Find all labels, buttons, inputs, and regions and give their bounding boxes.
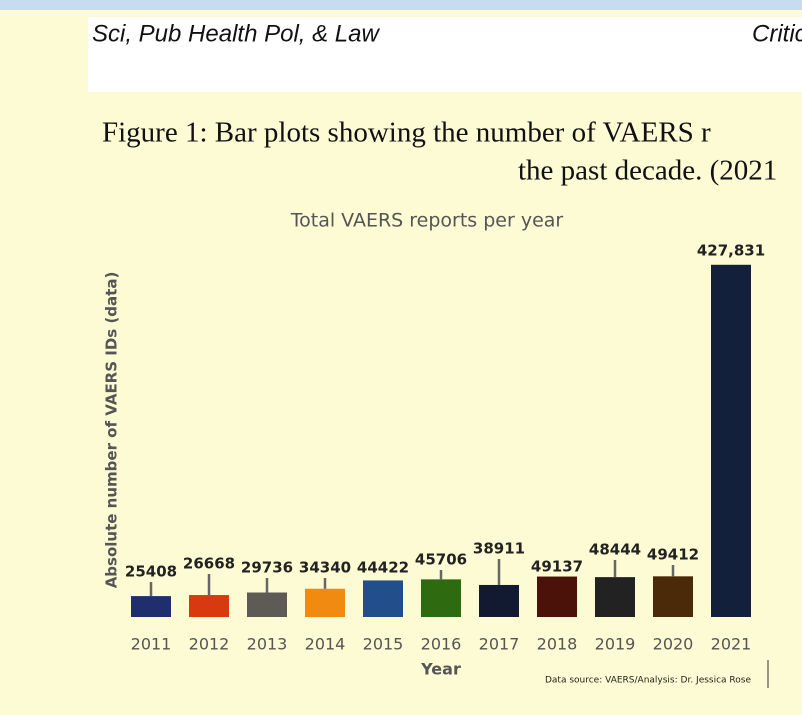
data-label: 29736 bbox=[241, 559, 293, 577]
data-label: 49412 bbox=[647, 546, 699, 564]
x-tick-label: 2019 bbox=[595, 635, 636, 654]
bar bbox=[653, 576, 693, 617]
top-strip bbox=[0, 0, 802, 10]
x-tick-label: 2013 bbox=[247, 635, 288, 654]
source-note: Data source: VAERS/Analysis: Dr. Jessica… bbox=[545, 676, 751, 686]
bar bbox=[131, 596, 171, 617]
data-label: 48444 bbox=[589, 541, 641, 559]
bar bbox=[479, 584, 519, 617]
data-label: 45706 bbox=[415, 551, 467, 569]
x-tick-label: 2017 bbox=[479, 635, 520, 654]
bar bbox=[537, 576, 577, 617]
chart-title: Total VAERS reports per year bbox=[290, 210, 564, 232]
bar bbox=[189, 595, 229, 617]
bar bbox=[421, 579, 461, 617]
x-tick-label: 2011 bbox=[131, 635, 172, 654]
x-tick-label: 2021 bbox=[711, 635, 752, 654]
header-band bbox=[88, 17, 802, 92]
data-label: 44422 bbox=[357, 559, 409, 577]
data-label: 49137 bbox=[531, 558, 583, 576]
data-label: 25408 bbox=[125, 563, 177, 581]
caption-line: Figure 1: Bar plots showing the number o… bbox=[102, 117, 711, 149]
x-tick-label: 2018 bbox=[537, 635, 578, 654]
caption-line: the past decade. (2021 bbox=[518, 155, 777, 187]
x-tick-label: 2015 bbox=[363, 635, 404, 654]
data-label: 38911 bbox=[473, 540, 525, 558]
data-label: 427,831 bbox=[697, 242, 765, 260]
section: Critic bbox=[752, 20, 802, 47]
x-tick-label: 2016 bbox=[421, 635, 462, 654]
y-axis-label: Absolute number of VAERS IDs (data) bbox=[103, 272, 121, 589]
x-tick-label: 2020 bbox=[653, 635, 694, 654]
x-axis-label: Year bbox=[420, 660, 461, 679]
data-label: 34340 bbox=[299, 559, 351, 577]
bar bbox=[247, 592, 287, 617]
bar bbox=[363, 580, 403, 617]
bar bbox=[305, 588, 345, 617]
data-label: 26668 bbox=[183, 555, 235, 573]
journal: Sci, Pub Health Pol, & Law bbox=[92, 20, 380, 47]
x-tick-label: 2012 bbox=[189, 635, 230, 654]
bar bbox=[595, 577, 635, 617]
bar bbox=[711, 264, 751, 617]
x-tick-label: 2014 bbox=[305, 635, 346, 654]
